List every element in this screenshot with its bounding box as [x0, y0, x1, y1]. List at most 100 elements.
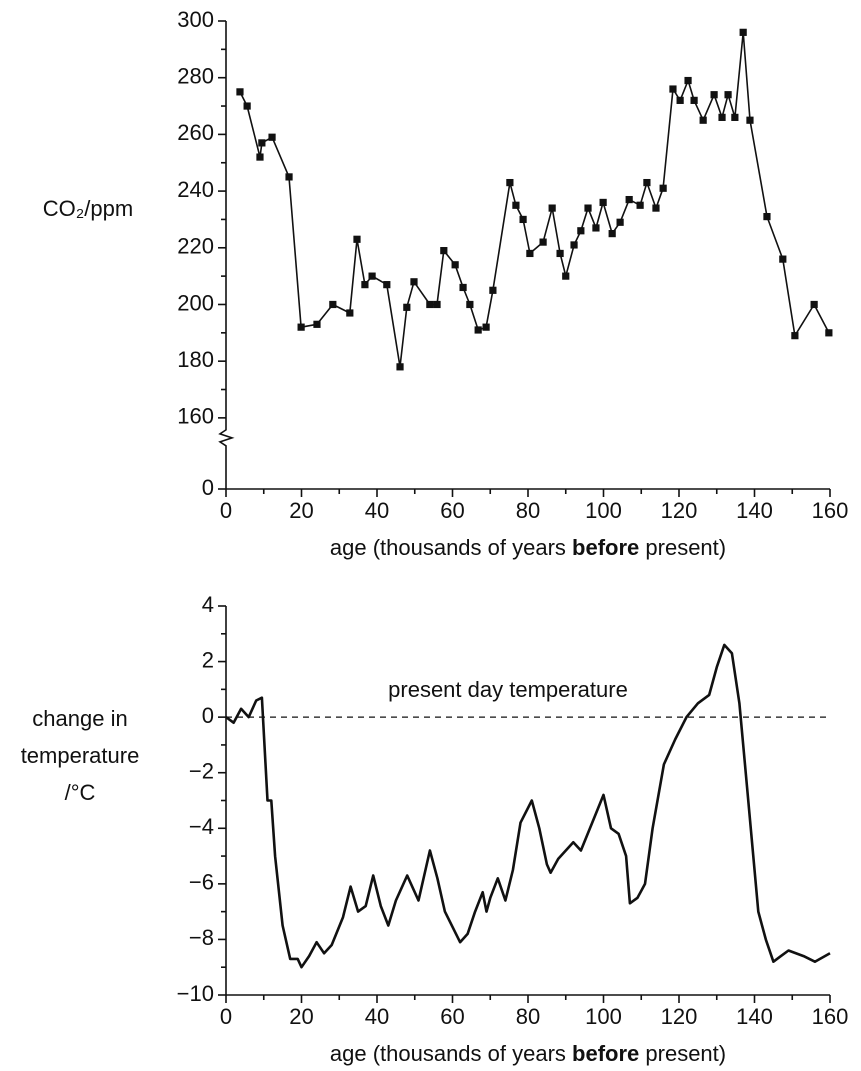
x-axis-label: age (thousands of years before present): [330, 1041, 726, 1066]
data-point: [577, 227, 585, 235]
data-point: [562, 272, 570, 280]
x-tick-label: 100: [585, 498, 622, 523]
data-point: [584, 204, 592, 212]
y-axis-label: CO₂/ppm: [43, 196, 133, 221]
data-point: [652, 204, 660, 212]
data-point: [731, 113, 739, 121]
x-tick-label: 120: [661, 498, 698, 523]
x-axis-label-part: before: [572, 1041, 639, 1066]
x-tick-label: 0: [220, 498, 232, 523]
x-axis-label-part: present): [639, 535, 726, 560]
y-tick-label: −4: [189, 814, 214, 839]
data-point: [724, 91, 732, 99]
data-point: [779, 255, 787, 263]
x-tick-label: 140: [736, 1004, 773, 1029]
x-tick-label: 20: [289, 498, 313, 523]
data-point: [466, 300, 474, 309]
x-axis-label: age (thousands of years before present): [330, 535, 726, 560]
y-axis: [218, 21, 235, 489]
y-tick-label: 280: [177, 64, 214, 89]
data-point: [353, 235, 361, 243]
y-tick-label: −2: [189, 759, 214, 784]
data-point: [548, 204, 556, 212]
data-point: [285, 173, 293, 181]
y-tick-label: 0: [202, 703, 214, 728]
data-point: [297, 323, 305, 331]
data-point: [539, 238, 547, 246]
y-tick-label: −6: [189, 870, 214, 895]
x-axis-label-part: age (thousands of years: [330, 535, 572, 560]
y-tick-label: 160: [177, 404, 214, 429]
data-point: [243, 102, 251, 110]
data-point: [396, 363, 404, 371]
data-point: [669, 85, 677, 93]
data-point: [746, 116, 754, 124]
data-point: [489, 286, 497, 294]
data-point: [474, 326, 482, 334]
data-point: [403, 303, 411, 311]
data-point: [616, 218, 624, 226]
y-tick-label: 220: [177, 234, 214, 259]
data-point: [718, 113, 726, 121]
data-point: [313, 320, 321, 328]
data-point: [810, 300, 818, 309]
data-point: [459, 283, 467, 292]
data-point: [440, 247, 448, 255]
data-point: [258, 139, 266, 147]
y-tick-label: 240: [177, 177, 214, 202]
x-tick-label: 140: [736, 498, 773, 523]
x-tick-label: 20: [289, 1004, 313, 1029]
data-point: [361, 281, 369, 289]
data-point: [368, 272, 376, 280]
data-point: [625, 195, 633, 204]
x-axis-label-part: present): [639, 1041, 726, 1066]
data-point: [739, 28, 747, 36]
annotation: present day temperature: [388, 677, 628, 702]
y-tick-label: 0: [202, 475, 214, 500]
data-point: [512, 201, 520, 209]
y-tick-label: 300: [177, 7, 214, 32]
data-point: [690, 96, 698, 104]
data-point: [519, 215, 527, 224]
y-tick-label: 4: [202, 592, 214, 617]
x-tick-label: 160: [812, 1004, 849, 1029]
data-point: [676, 96, 684, 104]
data-point: [643, 178, 651, 187]
data-point: [608, 230, 616, 238]
y-axis-label: change in: [32, 706, 127, 731]
chart: 0 160 180 200 220 240 260 280 300 0 20 40 60 80 100 120…: [43, 7, 849, 560]
data-point: [236, 88, 244, 96]
data-point: [451, 261, 459, 269]
x-tick-label: 100: [585, 1004, 622, 1029]
data-point: [506, 178, 514, 187]
data-point: [433, 300, 441, 309]
x-tick-label: 160: [812, 498, 849, 523]
data-point: [763, 212, 771, 221]
data-line: [239, 31, 830, 368]
data-point: [556, 249, 564, 258]
x-tick-label: 80: [516, 1004, 540, 1029]
data-point: [791, 332, 799, 340]
data-point: [570, 241, 578, 249]
data-point: [482, 323, 490, 331]
data-point: [383, 281, 391, 289]
y-axis-label: /°C: [65, 780, 96, 805]
x-tick-label: 60: [440, 498, 464, 523]
x-tick-label: 0: [220, 1004, 232, 1029]
y-tick-label: 180: [177, 347, 214, 372]
x-tick-label: 80: [516, 498, 540, 523]
data-point: [710, 91, 718, 99]
y-tick-label: 200: [177, 290, 214, 315]
y-tick-label: 260: [177, 120, 214, 145]
x-tick-label: 60: [440, 1004, 464, 1029]
data-point: [268, 133, 276, 141]
data-point: [426, 300, 434, 309]
data-point: [526, 249, 534, 258]
data-point: [599, 198, 607, 207]
x-tick-label: 120: [661, 1004, 698, 1029]
data-line: [225, 643, 831, 969]
data-point: [592, 224, 600, 232]
data-point: [699, 116, 707, 124]
